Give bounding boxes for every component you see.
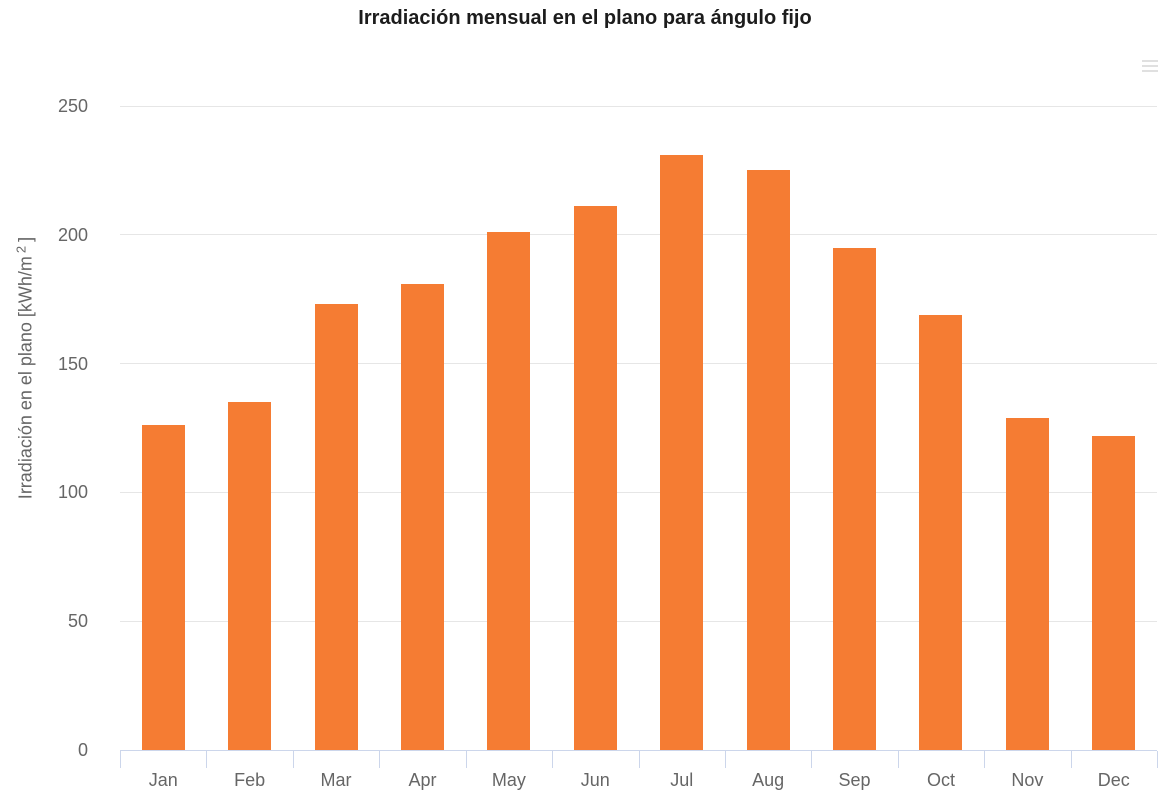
chart-title: Irradiación mensual en el plano para áng…: [358, 7, 812, 29]
x-axis-tick-label: Jun: [580, 770, 610, 790]
y-axis-tick-label: 0: [77, 740, 88, 760]
y-axis-tick-label: 50: [67, 611, 88, 632]
x-axis-tick-label: May: [491, 770, 526, 790]
x-axis-tick: [724, 751, 726, 768]
x-axis-tick-label: Dec: [1097, 770, 1130, 790]
x-axis-tick-label: Feb: [234, 770, 266, 790]
x-axis-tick: [465, 751, 467, 768]
x-axis-tick-label: Nov: [1011, 770, 1044, 790]
y-axis-tick-label: 250: [57, 96, 88, 116]
x-axis-tick: [206, 751, 208, 768]
x-axis-tick: [1070, 751, 1072, 768]
x-axis-tick: [811, 751, 813, 768]
bar-jul[interactable]: [660, 154, 704, 750]
y-gridline: [120, 363, 1157, 365]
y-axis-tick-label: 150: [57, 353, 88, 374]
bar-jan[interactable]: [141, 425, 185, 750]
bar-sep[interactable]: [833, 247, 877, 750]
x-axis-tick: [120, 751, 121, 768]
hamburger-icon: [1142, 65, 1158, 67]
bar-may[interactable]: [487, 232, 531, 750]
x-axis-tick: [897, 751, 899, 768]
x-axis-tick-label: Aug: [752, 770, 785, 790]
x-axis-tick-label: Jan: [148, 770, 178, 790]
y-gridline: [120, 105, 1157, 107]
hamburger-icon: [1142, 70, 1158, 72]
bar-apr[interactable]: [400, 283, 444, 750]
y-axis-tick-label: 100: [57, 482, 88, 503]
x-axis-line: [120, 750, 1157, 751]
x-axis-tick-label: Oct: [926, 770, 955, 790]
x-axis-tick: [638, 751, 640, 768]
bar-oct[interactable]: [919, 314, 963, 750]
bar-jun[interactable]: [573, 206, 617, 750]
x-axis-tick: [292, 751, 294, 768]
y-axis-tick-label: 200: [57, 224, 88, 245]
y-gridline: [120, 620, 1157, 622]
bar-nov[interactable]: [1005, 417, 1049, 750]
x-axis-tick: [1157, 751, 1158, 768]
bar-aug[interactable]: [746, 170, 790, 750]
bar-dec[interactable]: [1092, 435, 1136, 750]
y-gridline: [120, 491, 1157, 493]
y-gridline: [120, 234, 1157, 236]
x-axis-tick: [984, 751, 986, 768]
chart-context-menu-button[interactable]: [1136, 58, 1164, 80]
hamburger-icon: [1142, 60, 1158, 62]
x-axis-tick: [552, 751, 554, 768]
y-axis-title-text: Irradiación en el plano [kWh/m: [15, 256, 36, 500]
y-axis-title-superscript: 2: [13, 245, 29, 254]
x-axis-tick: [379, 751, 381, 768]
bar-mar[interactable]: [314, 304, 358, 750]
x-axis-tick-label: Mar: [320, 770, 352, 790]
x-axis-tick-label: Jul: [670, 770, 694, 790]
x-axis-tick-label: Sep: [838, 770, 871, 790]
x-axis-tick-label: Apr: [408, 770, 437, 790]
bar-feb[interactable]: [228, 402, 272, 750]
